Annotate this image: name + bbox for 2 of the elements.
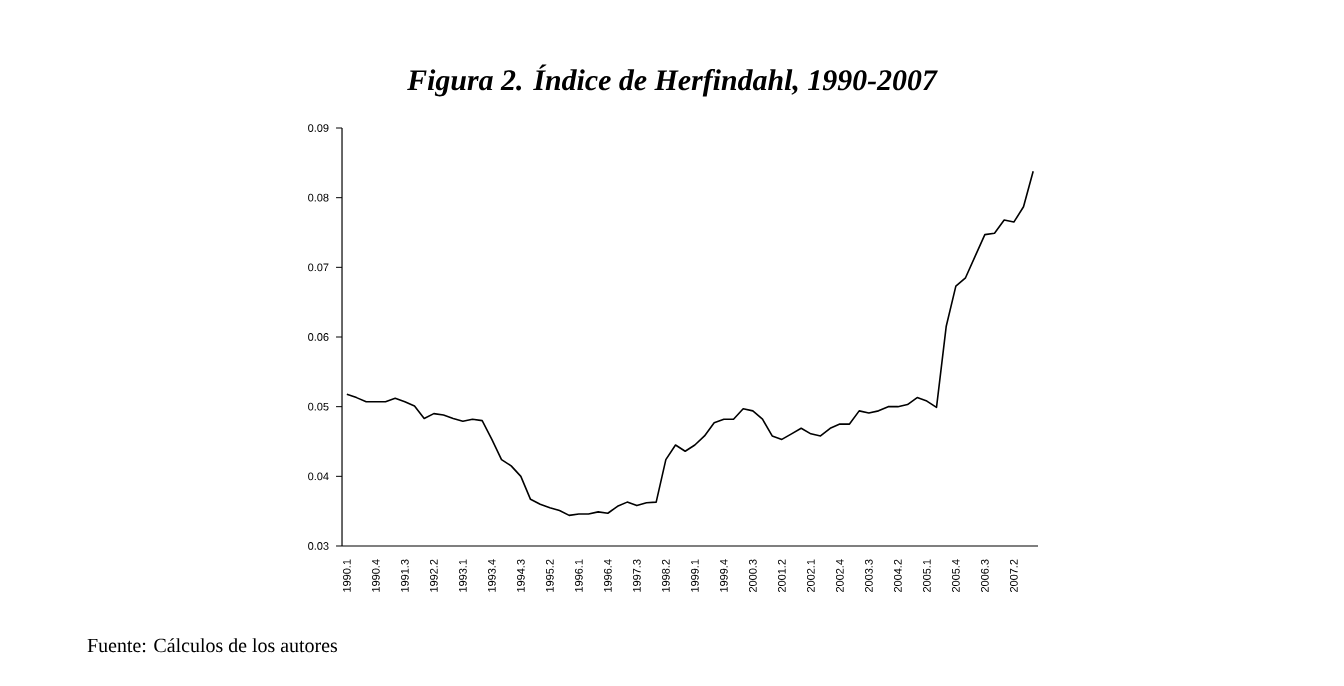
source-note: Fuente: Cálculos de los autores (87, 638, 338, 653)
chart-title: Figura 2. Índice de Herfindahl, 1990-2007 (407, 64, 938, 97)
